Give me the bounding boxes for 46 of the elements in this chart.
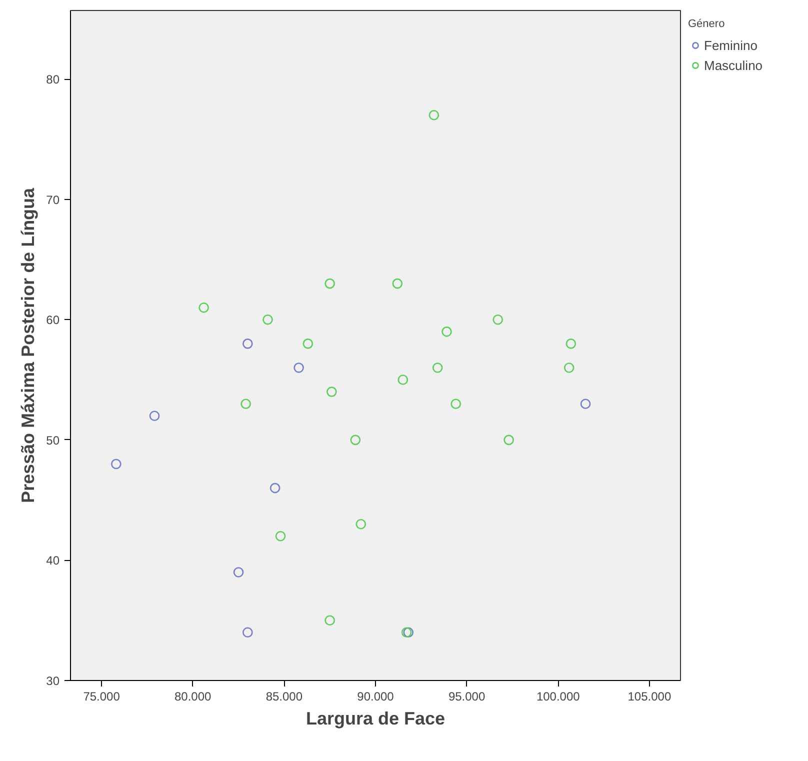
point (149, 410, 160, 422)
x-axis-title: Largura de Face (306, 708, 446, 728)
point (294, 362, 304, 373)
point (324, 615, 335, 626)
x-tick-label: 90.000 (357, 690, 394, 704)
point (350, 434, 361, 446)
point (566, 338, 576, 349)
legend-title: Género (688, 18, 726, 30)
point (580, 398, 591, 409)
y-tick-label: 60 (46, 313, 60, 328)
point (324, 278, 335, 289)
point (450, 398, 462, 409)
point (442, 326, 452, 337)
point (356, 518, 366, 530)
x-tick-label: 80.000 (174, 690, 212, 704)
point (432, 362, 443, 373)
y-tick-label: 40 (46, 554, 60, 568)
x-tick-label: 85.000 (266, 690, 303, 704)
y-tick-label: 80 (46, 72, 60, 87)
x-tick-label: 100.000 (536, 690, 580, 704)
x-tick-label: 75.000 (83, 690, 120, 704)
point (564, 362, 574, 373)
y-axis-title: Pressão Máxima Posterior de Língua (18, 186, 38, 504)
point (504, 434, 514, 446)
point (398, 374, 408, 385)
x-tick-label: 95.000 (448, 690, 486, 704)
y-tick-label: 70 (46, 192, 60, 207)
y-tick-label: 50 (46, 433, 60, 448)
legend-label: Feminino (704, 38, 758, 52)
point (262, 314, 273, 325)
legend-label: Masculino (704, 58, 763, 72)
point (392, 278, 403, 289)
point (242, 338, 253, 349)
point (270, 482, 280, 494)
point (111, 458, 122, 470)
point (326, 386, 337, 397)
x-tick-label: 105.000 (628, 690, 672, 704)
point (198, 302, 209, 313)
point (275, 531, 286, 542)
y-tick-label: 30 (46, 674, 60, 688)
point (428, 110, 440, 120)
point (240, 398, 251, 409)
point (492, 314, 504, 325)
point (302, 338, 314, 349)
point (242, 627, 253, 638)
point (233, 567, 244, 578)
